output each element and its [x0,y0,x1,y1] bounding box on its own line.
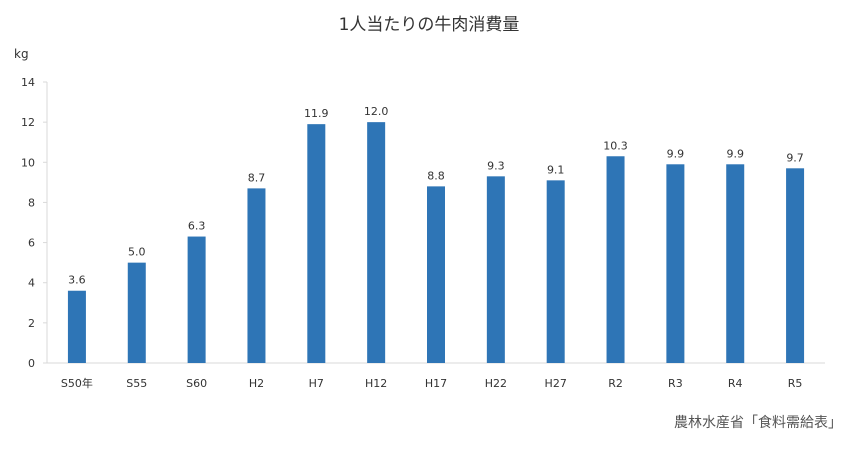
y-tick-label: 12 [21,116,35,129]
chart-title: 1人当たりの牛肉消費量 [339,15,520,35]
bar [187,236,206,363]
data-label: 8.7 [248,171,266,184]
x-tick-label: S55 [126,377,147,390]
x-tick-label: R3 [668,377,683,390]
x-tick-label: S50年 [61,376,93,390]
y-tick-labels: 0 2 4 6 8 10 12 14 [21,76,35,370]
y-tick-label: 4 [28,277,35,290]
x-tick-label: H27 [545,377,567,390]
y-axis-unit: kg [14,47,29,61]
bar [127,262,146,363]
x-tick-label: H2 [249,377,264,390]
data-label: 11.9 [304,107,329,120]
bar [606,156,625,363]
y-tick-label: 0 [28,357,35,370]
data-label: 9.1 [547,163,565,176]
bar [786,168,805,363]
data-label: 9.3 [487,159,505,172]
x-tick-label: H17 [425,377,447,390]
x-tick-label: H7 [309,377,324,390]
x-tick-label: H22 [485,377,507,390]
y-tick-label: 6 [28,237,35,250]
data-label: 9.7 [786,151,804,164]
x-tick-labels: S50年 S55 S60 H2 H7 H12 H17 H22 H27 R2 R3 R4 R5 [61,376,802,390]
data-label: 6.3 [188,220,206,233]
bar [486,176,505,363]
y-tick-label: 14 [21,76,35,89]
y-tick-label: 2 [28,317,35,330]
x-tick-label: R4 [728,377,743,390]
source-note: 農林水産省「食料需給表」 [674,414,842,431]
x-tick-label: S60 [186,377,207,390]
data-labels: 3.6 5.0 6.3 8.7 11.9 12.0 8.8 9.3 9.1 10.3 9.9 9.9 9… [68,105,804,287]
bar [247,188,266,363]
bar [67,290,86,363]
bar [307,124,326,364]
data-label: 3.6 [68,274,86,287]
data-label: 5.0 [128,246,146,259]
bar [367,122,386,364]
bar [546,180,565,363]
x-tick-label: R2 [608,377,623,390]
data-label: 9.9 [726,147,744,160]
data-label: 8.8 [427,169,445,182]
bar [726,164,745,363]
y-tick-label: 10 [21,156,35,169]
bars [67,122,805,364]
x-tick-label: R5 [788,377,803,390]
data-label: 10.3 [603,139,628,152]
data-label: 12.0 [364,105,389,118]
x-tick-label: H12 [365,377,387,390]
bar [666,164,685,363]
data-label: 9.9 [667,147,685,160]
y-tick-label: 8 [28,196,35,209]
bar [427,186,445,363]
